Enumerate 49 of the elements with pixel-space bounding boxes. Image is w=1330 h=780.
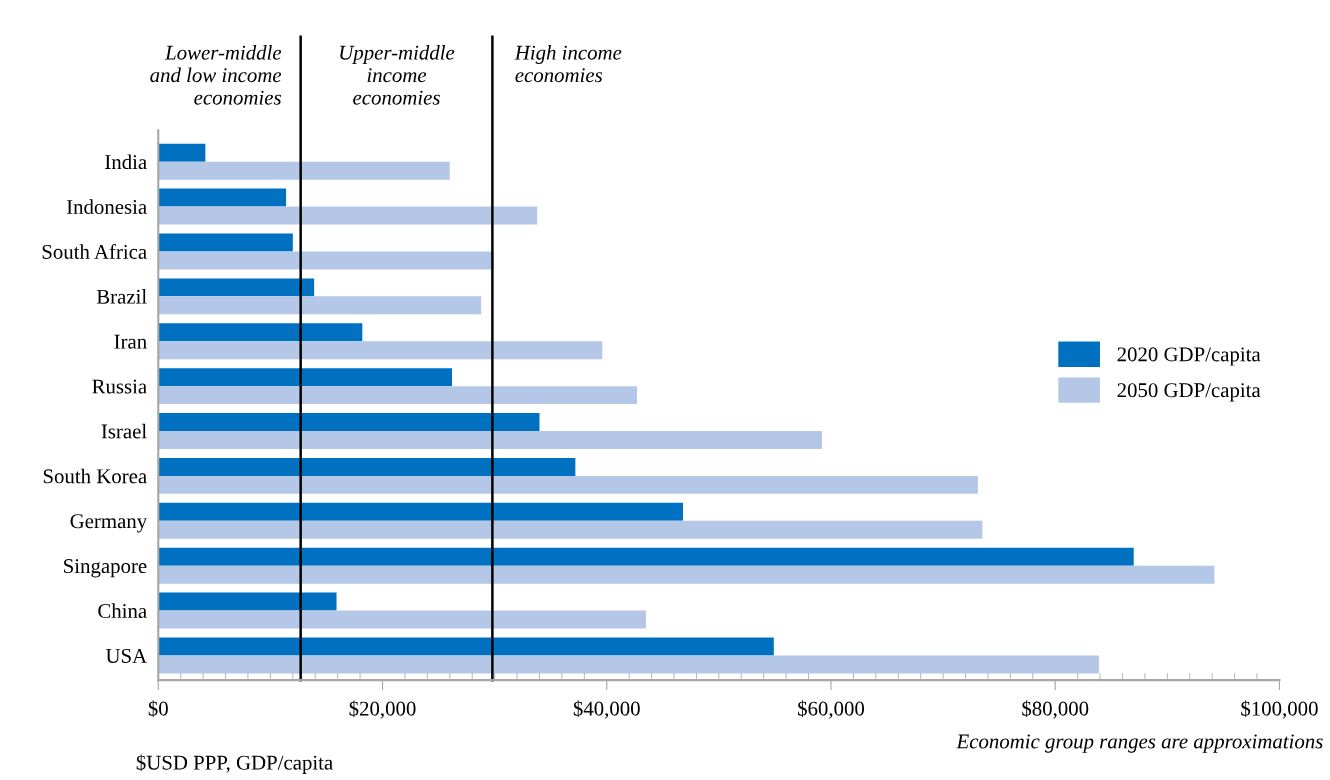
- y-tick-label: Germany: [70, 514, 148, 533]
- bar: [158, 251, 494, 270]
- bar: [158, 368, 453, 387]
- bar: [158, 206, 538, 225]
- bar: [158, 502, 683, 521]
- y-tick-label: Iran: [114, 334, 147, 349]
- bar: [158, 161, 450, 180]
- legend-label: 2050 GDP/capita: [1117, 383, 1261, 402]
- text: Lower-middle and low income economies: [150, 45, 282, 105]
- y-tick-label: China: [98, 603, 147, 619]
- bar: [158, 520, 983, 539]
- legend-label: 2020 GDP/capita: [1117, 347, 1261, 366]
- bar: [158, 341, 603, 360]
- y-tick-label: Russia: [92, 379, 147, 394]
- x-tick-label: $0: [148, 700, 168, 718]
- bar: [158, 233, 293, 252]
- y-tick-label: South Korea: [43, 468, 147, 484]
- bar: [158, 565, 1215, 584]
- bar: [158, 637, 774, 656]
- text: Upper-middle income economies: [340, 45, 455, 105]
- y-tick-label: Brazil: [96, 289, 147, 304]
- bar: [158, 323, 363, 342]
- bar: [158, 431, 823, 449]
- bar: [158, 296, 482, 315]
- bar: [158, 475, 978, 494]
- bar: [158, 278, 315, 297]
- y-tick-label: USA: [105, 648, 148, 663]
- bar: [158, 655, 1099, 674]
- bar: [158, 143, 206, 162]
- x-axis-title: $USD PPP, GDP/capita: [136, 754, 333, 774]
- bar: [158, 413, 540, 432]
- x-tick-label: $40,000: [573, 700, 640, 719]
- text: Economic group ranges are approximations: [956, 734, 1323, 753]
- x-tick-label: $60,000: [798, 700, 865, 719]
- bar: [158, 386, 638, 405]
- y-tick-label: Indonesia: [66, 199, 147, 215]
- x-tick-label: $20,000: [349, 700, 416, 719]
- bar: [158, 188, 287, 207]
- text: High income economies: [514, 45, 622, 83]
- bar: [158, 610, 646, 629]
- y-tick-label: South Africa: [42, 244, 147, 259]
- x-tick-label: $100,000: [1241, 700, 1318, 719]
- x-tick-label: $80,000: [1022, 700, 1089, 719]
- bar: [158, 547, 1134, 566]
- y-tick-label: Singapore: [64, 559, 147, 578]
- bar: [158, 592, 337, 611]
- bar: [158, 457, 576, 476]
- y-tick-label: India: [105, 154, 147, 170]
- y-tick-label: Israel: [101, 423, 147, 439]
